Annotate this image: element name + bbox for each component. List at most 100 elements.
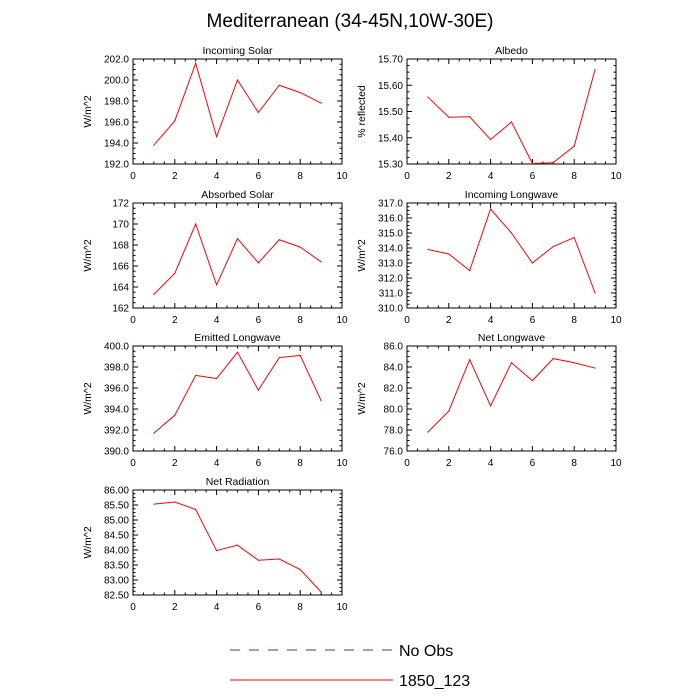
y-tick-label: 83.00 [104,576,129,587]
data-point [573,145,575,147]
y-tick-label: 396.0 [104,384,129,395]
y-tick-label: 198.0 [104,97,129,108]
data-point [216,284,218,286]
y-tick-label: 84.50 [104,531,129,542]
data-point [195,62,197,64]
x-tick-label: 0 [404,171,410,182]
data-point [257,262,259,264]
x-tick-label: 4 [488,315,494,326]
x-tick-label: 4 [214,458,220,469]
panel-3: 0 2 4 6 8 10 162 164 166 168 170 172 Absorbed Solar W… [82,189,348,326]
y-tick-label: 313.0 [378,259,403,270]
y-tick-label: 76.0 [384,447,404,458]
y-tick-label: 15.40 [378,133,403,144]
data-point [153,293,155,295]
x-tick-label: 2 [446,171,452,182]
data-point [552,358,554,360]
data-point [299,246,301,248]
data-point [469,116,471,118]
x-tick-label: 10 [336,458,348,469]
x-tick-label: 0 [404,458,410,469]
plot-frame [132,489,343,596]
panel-title: Incoming Longwave [465,189,559,201]
data-point [320,591,322,593]
x-tick-label: 8 [297,458,303,469]
plot-frame [132,202,343,309]
data-point [299,568,301,571]
x-tick-label: 6 [256,315,262,326]
data-point [278,558,280,560]
x-tick-label: 10 [336,602,348,613]
panels: 0 2 4 6 8 10 192.0 194.0 196.0 198.0 200.0 202.0 Inc… [82,45,622,613]
y-axis-label: W/m^2 [356,382,368,415]
y-tick-label: 164 [112,283,129,294]
data-point [174,272,176,274]
panel-title: Net Longwave [478,332,545,344]
data-point [469,359,471,361]
data-point [552,245,554,248]
panel-title: Absorbed Solar [201,189,274,201]
data-point [448,253,450,255]
y-tick-label: 392.0 [104,426,129,437]
x-tick-label: 10 [610,171,622,182]
x-tick-label: 2 [172,171,178,182]
data-point [469,269,471,272]
series-line [153,61,322,146]
x-tick-label: 6 [256,171,262,182]
panel-1: 0 2 4 6 8 10 192.0 194.0 196.0 198.0 200.0 202.0 Inc… [82,45,348,182]
x-tick-label: 2 [446,458,452,469]
data-point [510,121,513,123]
data-point [320,400,322,402]
x-tick-label: 4 [214,315,220,326]
x-tick-label: 8 [571,458,577,469]
y-tick-label: 310.0 [378,304,403,315]
x-tick-label: 6 [530,315,536,326]
data-point [594,292,596,294]
series-line [427,358,596,433]
y-tick-label: 311.0 [379,289,404,300]
data-point [236,79,239,81]
data-point [573,362,575,364]
data-point [257,389,259,391]
data-point [195,508,197,511]
data-point [153,432,155,434]
data-point [594,68,596,71]
x-tick-label: 8 [571,171,577,182]
x-tick-label: 0 [130,171,136,182]
y-tick-label: 314.0 [378,244,403,255]
y-tick-label: 15.50 [378,107,403,118]
y-tick-label: 84.0 [384,363,404,374]
data-point [510,232,513,234]
y-axis-label: W/m^2 [356,239,368,272]
legend: No Obs 1850_123 [230,643,470,690]
y-axis-label: W/m^2 [82,526,94,559]
y-axis-label: W/m^2 [82,95,94,128]
data-point [510,362,513,364]
plot-frame [406,202,617,309]
data-point [552,162,554,164]
plot-frame [406,58,617,165]
y-tick-label: 86.0 [384,342,404,353]
series-line [153,351,322,434]
y-tick-label: 316.0 [378,214,403,225]
y-tick-label: 192.0 [104,160,129,171]
x-tick-label: 6 [256,602,262,613]
y-tick-label: 80.0 [384,405,404,416]
x-tick-label: 2 [172,458,178,469]
series-line [153,222,322,295]
y-tick-label: 202.0 [104,55,129,66]
y-tick-label: 82.50 [104,591,129,602]
x-tick-label: 10 [336,315,348,326]
x-tick-label: 2 [172,315,178,326]
y-axis-label: W/m^2 [82,382,94,415]
y-tick-label: 400.0 [104,342,129,353]
y-tick-label: 78.0 [384,426,404,437]
x-tick-label: 4 [488,171,494,182]
panel-title: Net Radiation [206,476,270,488]
y-tick-label: 85.50 [104,501,129,512]
figure-title: Mediterranean (34-45N,10W-30E) [207,11,494,32]
panel-5: 0 2 4 6 8 10 390.0 392.0 394.0 396.0 398.0 400.0 Emi… [82,332,348,469]
data-point [490,405,492,407]
x-tick-label: 4 [488,458,494,469]
panel-title: Emitted Longwave [194,332,281,344]
